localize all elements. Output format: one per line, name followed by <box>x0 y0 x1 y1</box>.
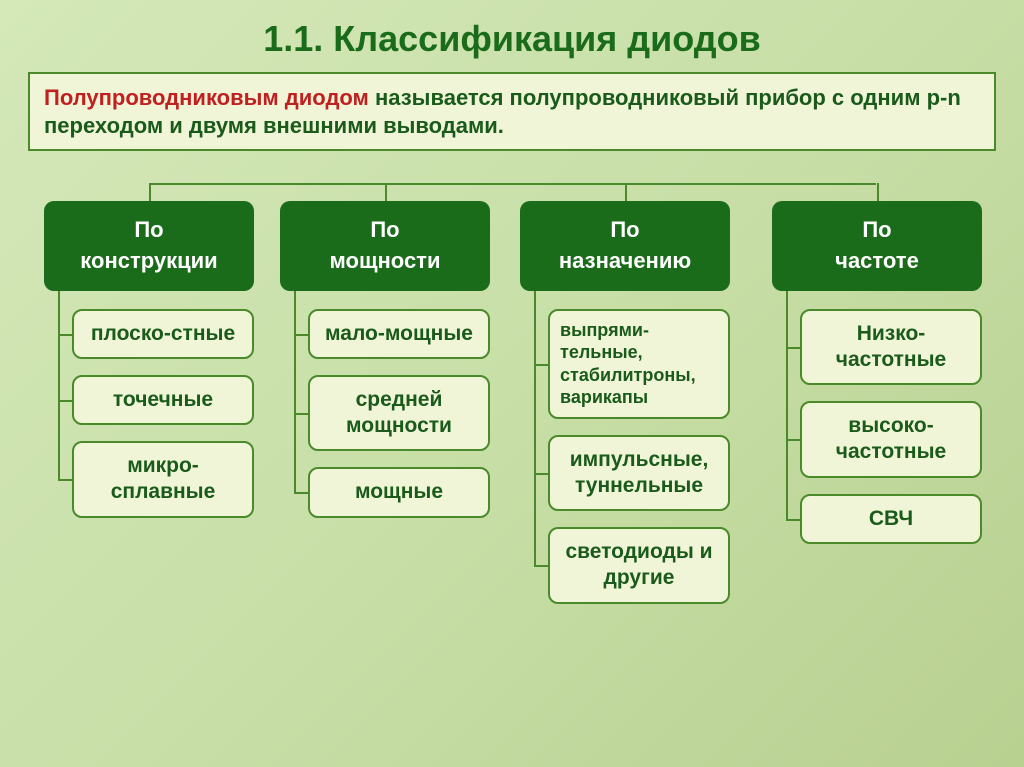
category-header: Поконструкции <box>44 201 254 291</box>
leaf-list: мало-мощные средней мощности мощные <box>308 309 490 518</box>
leaf-item: светодиоды и другие <box>548 527 730 604</box>
connector-line <box>58 479 72 481</box>
leaf-list: плоско-стные точечные микро-сплавные <box>72 309 254 518</box>
connector-line <box>786 519 800 521</box>
connector-line <box>294 291 296 493</box>
leaf-item: мощные <box>308 467 490 517</box>
category-column: Поназначению выпрями-тельные, стабилитрон… <box>520 165 730 604</box>
category-column: Помощности мало-мощные средней мощности мощ… <box>280 165 490 518</box>
leaf-wrap: Низко-частотные <box>800 309 982 386</box>
leaf-wrap: СВЧ <box>800 494 982 544</box>
page-title: 1.1. Классификация диодов <box>0 0 1024 72</box>
category-column: Почастоте Низко-частотные высоко-частотные… <box>772 165 982 544</box>
leaf-wrap: импульсные, туннельные <box>548 435 730 512</box>
connector-line <box>58 400 72 402</box>
leaf-item: высоко-частотные <box>800 401 982 478</box>
leaf-wrap: мощные <box>308 467 490 517</box>
classification-chart: Поконструкцииплоско-стныеточечныемикро-с… <box>0 165 1024 767</box>
leaf-item: импульсные, туннельные <box>548 435 730 512</box>
leaf-item: точечные <box>72 375 254 425</box>
leaf-item: микро-сплавные <box>72 441 254 518</box>
category-header-line: назначению <box>559 246 691 277</box>
leaf-wrap: средней мощности <box>308 375 490 452</box>
category-header-line: мощности <box>330 246 441 277</box>
category-header: Почастоте <box>772 201 982 291</box>
connector-line <box>534 473 548 475</box>
category-header-line: По <box>610 215 639 246</box>
leaf-item: СВЧ <box>800 494 982 544</box>
leaf-wrap: точечные <box>72 375 254 425</box>
leaf-wrap: мало-мощные <box>308 309 490 359</box>
leaf-list: выпрями-тельные, стабилитроны, варикапы и… <box>548 309 730 604</box>
leaf-list: Низко-частотные высоко-частотные СВЧ <box>800 309 982 544</box>
leaf-item: плоско-стные <box>72 309 254 359</box>
leaf-wrap: плоско-стные <box>72 309 254 359</box>
connector-line <box>534 291 536 566</box>
category-header-line: По <box>134 215 163 246</box>
category-header-line: конструкции <box>80 246 217 277</box>
category-header: Поназначению <box>520 201 730 291</box>
connector-line <box>294 492 308 494</box>
leaf-item: Низко-частотные <box>800 309 982 386</box>
leaf-item: средней мощности <box>308 375 490 452</box>
leaf-item: мало-мощные <box>308 309 490 359</box>
category-header-line: По <box>370 215 399 246</box>
leaf-wrap: выпрями-тельные, стабилитроны, варикапы <box>548 309 730 419</box>
connector-line <box>534 565 548 567</box>
leaf-wrap: высоко-частотные <box>800 401 982 478</box>
connector-line <box>877 183 879 203</box>
connector-line <box>786 439 800 441</box>
definition-term: Полупроводниковым диодом <box>44 85 369 110</box>
connector-line <box>294 413 308 415</box>
leaf-wrap: микро-сплавные <box>72 441 254 518</box>
definition-box: Полупроводниковым диодом называется полу… <box>28 72 996 151</box>
connector-line <box>625 183 627 203</box>
leaf-item: выпрями-тельные, стабилитроны, варикапы <box>548 309 730 419</box>
connector-line <box>385 183 387 203</box>
connector-line <box>534 364 548 366</box>
category-header-line: частоте <box>835 246 919 277</box>
trunk-line <box>150 183 876 185</box>
connector-line <box>58 334 72 336</box>
leaf-wrap: светодиоды и другие <box>548 527 730 604</box>
connector-line <box>149 183 151 203</box>
connector-line <box>786 347 800 349</box>
category-header-line: По <box>862 215 891 246</box>
connector-line <box>786 291 788 519</box>
category-header: Помощности <box>280 201 490 291</box>
category-column: Поконструкции плоско-стные точечные микро-с… <box>44 165 254 518</box>
connector-line <box>58 291 60 480</box>
connector-line <box>294 334 308 336</box>
